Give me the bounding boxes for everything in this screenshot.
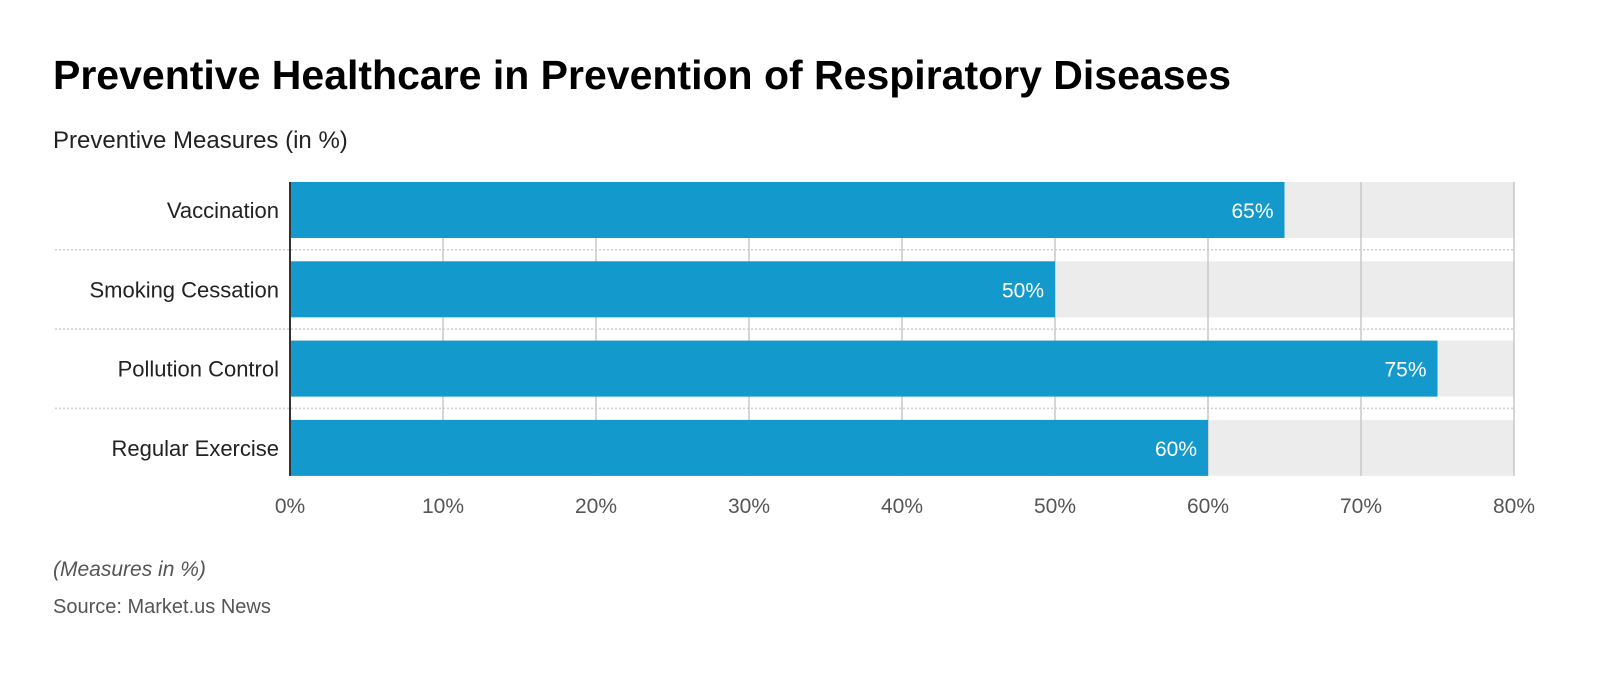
category-label: Regular Exercise — [111, 436, 279, 461]
x-tick-label: 40% — [881, 495, 923, 518]
data-label: 50% — [1002, 279, 1044, 302]
data-label: 60% — [1155, 438, 1197, 461]
chart-subtitle: Preventive Measures (in %) — [53, 127, 348, 154]
x-tick-label: 30% — [728, 495, 770, 518]
x-tick-label: 50% — [1034, 495, 1076, 518]
data-label: 65% — [1231, 200, 1273, 223]
data-label: 75% — [1384, 359, 1426, 382]
x-tick-label: 70% — [1340, 495, 1382, 518]
chart-source: Source: Market.us News — [53, 596, 271, 618]
chart-title: Preventive Healthcare in Prevention of R… — [53, 52, 1232, 98]
x-tick-label: 60% — [1187, 495, 1229, 518]
category-label: Pollution Control — [118, 357, 279, 382]
category-label: Smoking Cessation — [89, 277, 279, 302]
x-tick-label: 20% — [575, 495, 617, 518]
chart-note: (Measures in %) — [53, 558, 206, 581]
bar — [290, 340, 1438, 397]
x-tick-label: 80% — [1493, 495, 1535, 518]
bar — [290, 261, 1055, 318]
bar — [290, 182, 1285, 238]
x-tick-label: 10% — [422, 495, 464, 518]
category-label: Vaccination — [167, 198, 279, 223]
x-tick-label: 0% — [275, 495, 305, 518]
bar — [290, 419, 1208, 476]
